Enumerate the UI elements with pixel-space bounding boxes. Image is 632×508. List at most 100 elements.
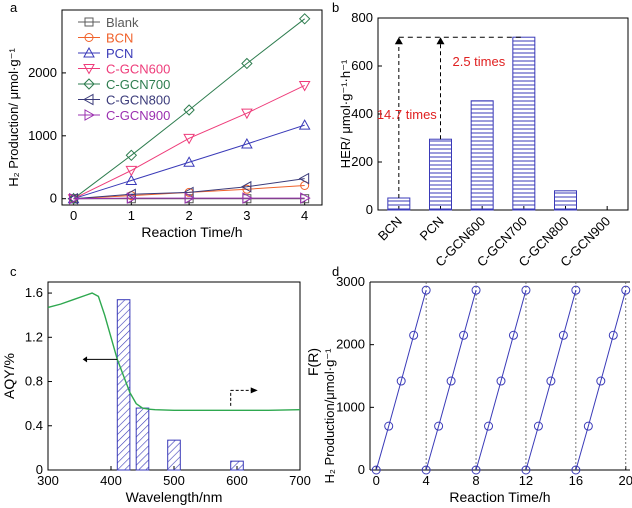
b-bar — [512, 36, 536, 211]
c-axis-arrow-head — [82, 356, 88, 363]
c-y-tick-label: 1.2 — [25, 329, 43, 344]
b-y-tick-label: 400 — [351, 106, 373, 121]
d-data-point — [621, 285, 631, 295]
d-x-tick-label: 12 — [519, 473, 533, 488]
d-data-point — [571, 465, 581, 475]
a-legend-marker — [82, 93, 94, 106]
d-y-tick-label: 0 — [358, 462, 365, 477]
d-data-point — [371, 465, 381, 475]
d-data-point — [558, 330, 568, 340]
a-legend-marker — [83, 64, 95, 75]
a-data-point — [241, 57, 253, 70]
a-series-line — [73, 18, 305, 200]
d-data-point — [508, 330, 518, 340]
a-legend-label: BCN — [106, 31, 133, 46]
d-data-point — [434, 421, 444, 431]
d-data-point — [471, 465, 481, 475]
a-data-point — [126, 192, 138, 204]
d-data-point — [521, 285, 531, 295]
a-series-line — [73, 197, 305, 200]
a-legend-label: Blank — [106, 15, 139, 30]
a-data-point — [184, 192, 196, 204]
d-series-line — [575, 290, 627, 471]
d-data-point — [396, 376, 406, 386]
c-y-tick-label: 1.6 — [25, 285, 43, 300]
d-data-point — [596, 376, 606, 386]
a-data-point — [183, 156, 195, 167]
b-arrow-head — [394, 37, 403, 45]
d-data-point — [409, 330, 419, 340]
d-y-tick-label: 3000 — [336, 274, 365, 289]
d-data-point — [459, 330, 469, 340]
a-data-point — [298, 172, 310, 185]
d-series-line — [425, 290, 477, 471]
a-y-axis-label: H₂ Production/ μmol·g⁻¹ — [6, 48, 21, 187]
a-legend-label: C-GCN800 — [106, 93, 170, 108]
d-data-point — [583, 421, 593, 431]
d-data-point — [608, 330, 618, 340]
c-y-axis-label: AQY/% — [1, 353, 17, 399]
c-x-tick-label: 700 — [289, 473, 311, 488]
a-plot-frame — [61, 9, 323, 206]
panel-label-c: c — [10, 264, 17, 279]
a-data-point — [300, 192, 311, 204]
a-series-line — [73, 124, 305, 200]
a-legend-marker — [84, 109, 96, 121]
b-x-tick-label: PCN — [417, 214, 447, 244]
d-data-point — [571, 285, 581, 295]
a-data-point — [241, 108, 253, 120]
d-data-point — [446, 376, 456, 386]
a-legend-label: PCN — [106, 46, 133, 61]
c-axis-arrow-head — [250, 387, 258, 394]
c-x-tick-label: 300 — [37, 473, 59, 488]
c-right-axis-label: F(R) — [305, 348, 321, 376]
a-data-point — [67, 193, 80, 205]
a-series-line — [73, 85, 305, 200]
a-data-point — [241, 137, 253, 149]
a-data-point — [298, 13, 311, 25]
d-data-point — [521, 465, 531, 475]
d-x-tick-label: 16 — [569, 473, 583, 488]
a-data-point — [125, 174, 138, 185]
a-legend-label: C-GCN700 — [106, 77, 170, 92]
d-series-line — [525, 290, 577, 471]
a-legend-marker — [84, 33, 94, 42]
b-bar — [387, 197, 411, 211]
a-series-line — [73, 178, 305, 200]
chart-panel-a: 0 1 2 3 4 0 1000 2000 Reaction Time/h H₂ Producti… — [6, 9, 323, 240]
a-x-axis-label: Reaction Time/h — [141, 224, 242, 240]
d-data-point — [384, 421, 394, 431]
d-series-line — [375, 290, 427, 471]
d-x-tick-label: 4 — [423, 473, 430, 488]
a-data-point — [240, 180, 252, 193]
c-bar — [116, 299, 131, 471]
b-annotation: 2.5 times — [453, 54, 506, 69]
a-x-tick-label: 4 — [301, 208, 308, 223]
c-reflectance-curve — [47, 292, 301, 411]
d-y-axis-label: H₂ Production/μmol·g⁻¹ — [322, 348, 337, 484]
c-x-axis-label: Wavelength/nm — [126, 489, 223, 505]
chart-panel-c: 300 400 500 600 700 0 0.4 0.8 1.2 1.6 Wavelength/n… — [1, 281, 321, 505]
d-y-tick-label: 2000 — [336, 337, 365, 352]
a-y-tick-label: 2000 — [28, 65, 57, 80]
a-x-tick-label: 1 — [128, 208, 135, 223]
b-arrow-head — [436, 37, 445, 45]
c-bar — [230, 460, 244, 471]
a-data-point — [298, 119, 311, 130]
a-data-point — [183, 133, 195, 145]
b-annotation: 14.7 times — [377, 107, 437, 122]
b-y-tick-label: 600 — [351, 58, 373, 73]
b-bar — [470, 100, 494, 211]
a-legend-label: C-GCN600 — [106, 62, 170, 77]
a-x-tick-label: 2 — [185, 208, 192, 223]
d-x-tick-label: 20 — [619, 473, 632, 488]
a-data-point — [69, 192, 80, 205]
c-y-tick-label: 0 — [36, 462, 43, 477]
b-bar — [554, 190, 577, 211]
a-legend-marker — [84, 17, 94, 27]
a-data-point — [242, 192, 253, 204]
b-bar — [429, 138, 452, 211]
a-data-point — [125, 188, 136, 201]
d-data-point — [421, 465, 431, 475]
